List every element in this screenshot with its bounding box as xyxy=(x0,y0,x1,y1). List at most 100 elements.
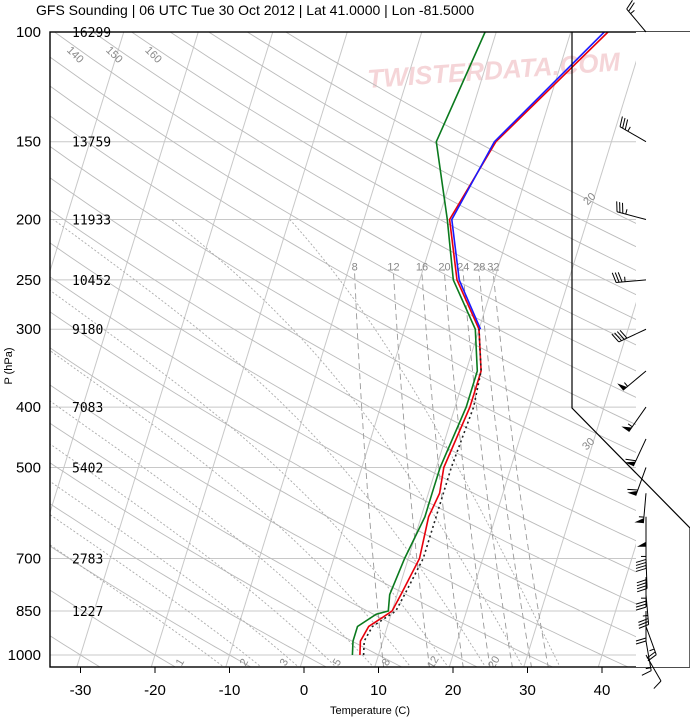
moist-adiabat-label: 1 xyxy=(174,657,187,668)
mixing-ratio-line xyxy=(492,268,549,667)
y-tick-label: 1000 xyxy=(8,647,41,664)
height-label: 1227 xyxy=(72,605,103,620)
x-tick-label: 10 xyxy=(370,682,387,699)
moist-adiabat-label: 3 xyxy=(278,657,291,668)
y-tick-label: 700 xyxy=(16,550,41,567)
dry-adiabat-label: 140 xyxy=(64,44,85,65)
dry-adiabat-line xyxy=(169,32,636,296)
virtual-temperature-profile xyxy=(450,32,605,330)
chart-title: GFS Sounding | 06 UTC Tue 30 Oct 2012 | … xyxy=(36,2,474,18)
wind-barb xyxy=(621,406,647,432)
dry-adiabat-line xyxy=(50,545,252,667)
y-tick-label: 850 xyxy=(16,603,41,620)
dry-adiabat-line xyxy=(50,85,636,426)
isotherm-line xyxy=(50,32,199,515)
y-tick-label: 250 xyxy=(16,272,41,289)
y-axis-label: P (hPa) xyxy=(3,347,15,384)
dry-adiabat-line xyxy=(50,589,177,667)
moist-adiabat-label: 8 xyxy=(380,657,393,668)
dry-adiabat-line xyxy=(50,209,636,542)
height-label: 9180 xyxy=(72,323,103,338)
profiles xyxy=(351,32,609,656)
isotherm-line xyxy=(374,32,572,667)
mixing-ratio-line xyxy=(443,268,491,667)
moist-adiabat-line xyxy=(50,349,412,667)
dry-adiabat-line xyxy=(50,635,101,667)
wind-barb xyxy=(636,558,648,593)
mixing-ratio-label: 24 xyxy=(457,261,469,273)
wind-barb xyxy=(634,493,647,524)
dry-adiabat-line xyxy=(285,32,636,224)
isotherm-line xyxy=(150,32,348,667)
x-axis-label: Temperature (C) xyxy=(330,705,410,717)
mixing-ratio-label: 32 xyxy=(487,261,499,273)
dry-adiabat-line xyxy=(50,56,636,398)
wind-panel xyxy=(571,0,690,689)
height-label: 7083 xyxy=(72,401,103,416)
isotherm-line xyxy=(0,18,54,668)
isotherm-line xyxy=(76,32,274,667)
height-label: 13759 xyxy=(72,136,111,151)
moist-adiabat-line xyxy=(50,400,374,667)
dry-adiabat-label: 150 xyxy=(103,44,124,65)
y-tick-label: 150 xyxy=(16,134,41,151)
x-tick-label: 20 xyxy=(445,682,462,699)
moist-adiabat-line xyxy=(53,219,486,667)
plot-frame xyxy=(49,31,690,668)
wind-barb xyxy=(611,272,647,284)
dry-adiabat-line xyxy=(50,115,636,453)
axes: 1001502002503004005007008501000162991375… xyxy=(3,24,610,717)
x-tick-label: 40 xyxy=(594,682,611,699)
x-tick-label: -30 xyxy=(70,682,92,699)
moist-adiabat-label: 5 xyxy=(331,657,344,668)
height-label: 5402 xyxy=(72,461,103,476)
wind-barb xyxy=(635,577,647,611)
mixing-ratio-label: 12 xyxy=(387,261,399,273)
y-tick-label: 400 xyxy=(16,399,41,416)
dry-adiabat-line xyxy=(50,462,403,667)
wind-barb xyxy=(625,438,647,467)
grid-boundary xyxy=(571,32,690,667)
mixing-ratio-label: 16 xyxy=(416,261,428,273)
mixing-ratio-label: 20 xyxy=(438,261,450,273)
dry-adiabat-line xyxy=(247,32,636,248)
dry-adiabat-line xyxy=(50,311,636,638)
dry-adiabat-line xyxy=(131,32,636,320)
dry-adiabat-line xyxy=(54,32,636,372)
dry-adiabat-line xyxy=(92,32,636,346)
x-tick-label: 30 xyxy=(519,682,536,699)
height-label: 2783 xyxy=(72,552,103,567)
isotherm-line xyxy=(448,60,636,667)
dry-adiabat-line xyxy=(50,177,636,512)
moist-adiabat-line xyxy=(289,219,561,667)
moist-adiabat-label: 12 xyxy=(425,654,442,671)
moist-adiabat-line xyxy=(50,480,300,667)
wind-barb xyxy=(627,467,647,496)
isotherm-line xyxy=(299,32,497,667)
dry-adiabat-label: 160 xyxy=(142,44,163,65)
mixing-ratio-line xyxy=(353,268,385,667)
y-tick-label: 200 xyxy=(16,212,41,229)
isotherm-line xyxy=(523,301,636,667)
wind-barb xyxy=(641,641,652,676)
dry-adiabat-line xyxy=(50,242,636,573)
temperature-profile xyxy=(359,32,609,656)
mixing-ratio-line xyxy=(478,268,532,667)
isotherm-line xyxy=(597,543,636,667)
y-tick-label: 300 xyxy=(16,321,41,338)
moist-adiabat-label: 2 xyxy=(238,657,251,668)
wind-barb xyxy=(617,370,647,391)
mixing-ratio-label: 28 xyxy=(473,261,485,273)
wind-barb xyxy=(626,0,647,33)
dry-adiabat-line xyxy=(50,422,479,667)
moist-adiabat-line xyxy=(50,289,449,667)
isotherm-line xyxy=(50,32,125,273)
height-label: 16299 xyxy=(72,26,111,41)
mixing-ratio-line xyxy=(421,268,464,667)
dry-adiabat-line xyxy=(50,347,630,667)
x-tick-label: -20 xyxy=(144,682,166,699)
moist-adiabat-line xyxy=(171,219,524,667)
mixing-ratio-label: 8 xyxy=(352,261,358,273)
wind-barb xyxy=(611,328,647,343)
